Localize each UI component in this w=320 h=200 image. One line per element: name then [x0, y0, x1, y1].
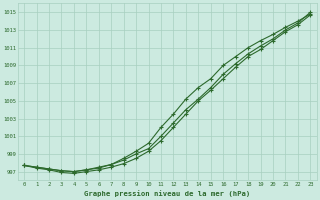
- X-axis label: Graphe pression niveau de la mer (hPa): Graphe pression niveau de la mer (hPa): [84, 190, 250, 197]
